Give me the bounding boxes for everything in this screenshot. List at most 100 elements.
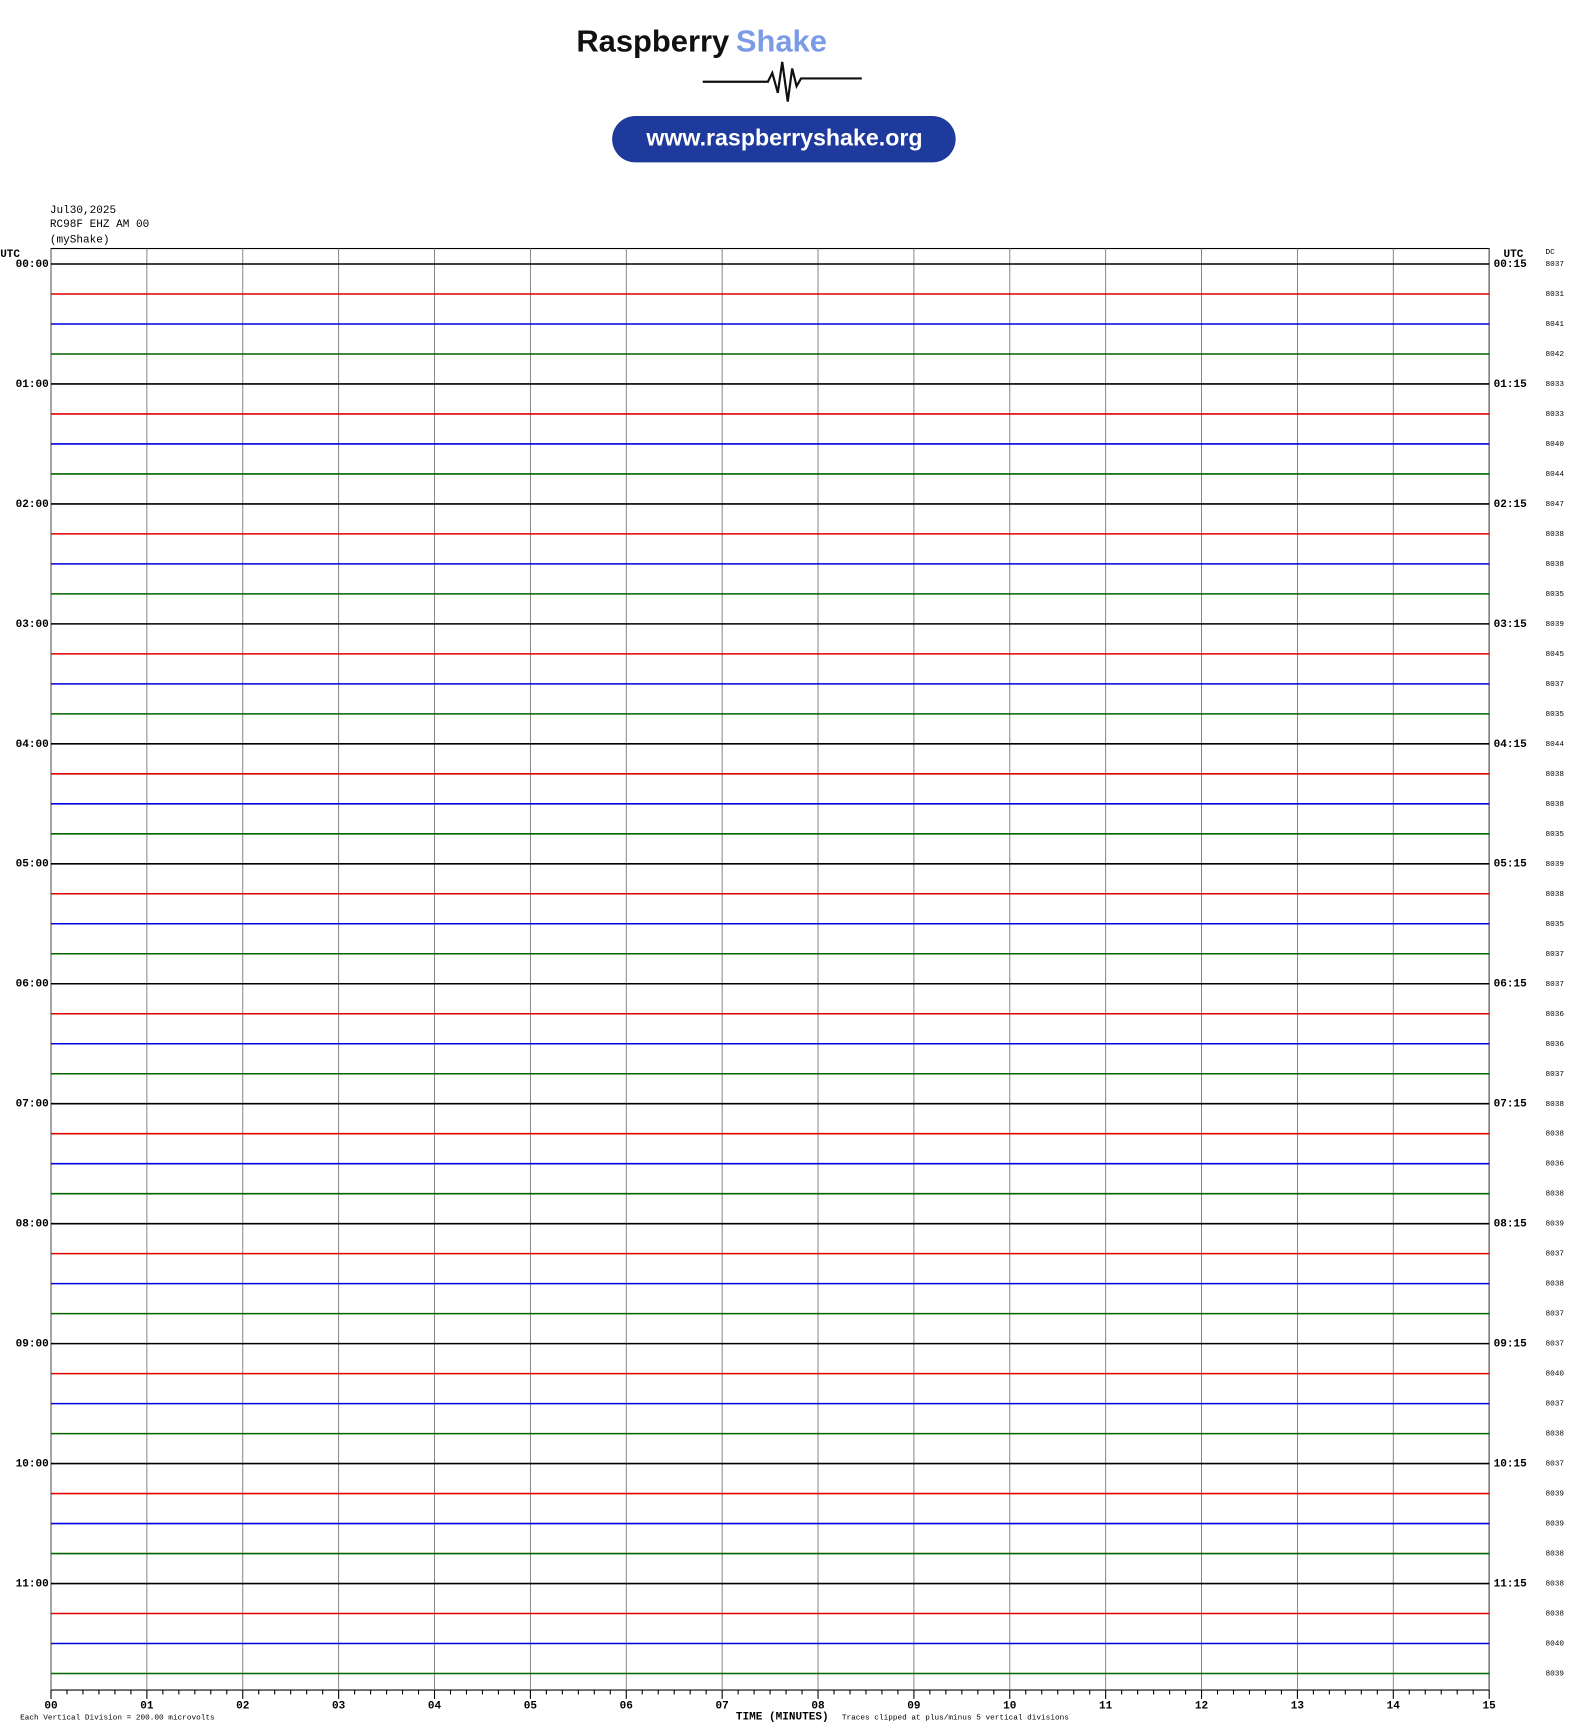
dc-label: 8037 bbox=[1546, 681, 1565, 689]
url[interactable]: www.raspberryshake.org bbox=[645, 124, 922, 150]
logo-wave bbox=[702, 61, 862, 102]
right-axis-title: UTC bbox=[1504, 249, 1524, 261]
right-time-label: 04:15 bbox=[1494, 739, 1527, 751]
dc-label: 8037 bbox=[1546, 951, 1565, 959]
dc-label: 8038 bbox=[1546, 1551, 1565, 1559]
dc-label: 8042 bbox=[1546, 351, 1565, 359]
dc-label: 8033 bbox=[1546, 381, 1565, 389]
x-tick-label: 07 bbox=[716, 1700, 729, 1712]
dc-label: 8038 bbox=[1546, 1191, 1565, 1199]
right-time-label: 03:15 bbox=[1494, 619, 1527, 631]
dc-label: 8040 bbox=[1546, 1371, 1565, 1379]
dc-label: 8036 bbox=[1546, 1011, 1565, 1019]
dc-label: 8035 bbox=[1546, 711, 1565, 719]
left-time-label: 01:00 bbox=[16, 379, 49, 391]
dc-label: 8044 bbox=[1546, 741, 1565, 749]
x-tick-label: 12 bbox=[1195, 1700, 1208, 1712]
dc-label: 8038 bbox=[1546, 1131, 1565, 1139]
x-tick-label: 13 bbox=[1291, 1700, 1305, 1712]
dc-label: 8038 bbox=[1546, 1101, 1565, 1109]
right-time-label: 00:15 bbox=[1494, 259, 1527, 271]
dc-label: 8037 bbox=[1546, 1461, 1565, 1469]
x-tick-label: 06 bbox=[620, 1700, 633, 1712]
dc-label: 8038 bbox=[1546, 1581, 1565, 1589]
dc-label: 8038 bbox=[1546, 801, 1565, 809]
right-time-label: 02:15 bbox=[1494, 499, 1527, 511]
x-tick-label: 14 bbox=[1387, 1700, 1401, 1712]
left-time-label: 06:00 bbox=[16, 979, 49, 991]
left-time-label: 10:00 bbox=[16, 1459, 49, 1471]
dc-label: 8038 bbox=[1546, 771, 1565, 779]
plot-frame bbox=[50, 247, 1490, 1691]
left-axis-title: UTC bbox=[0, 249, 20, 261]
dc-label: 8039 bbox=[1546, 1491, 1565, 1499]
clip-note: Traces clipped at plus/minus 5 vertical … bbox=[842, 1715, 1069, 1723]
x-tick-label: 03 bbox=[332, 1700, 346, 1712]
x-tick-label: 08 bbox=[811, 1700, 825, 1712]
dc-label: 8038 bbox=[1546, 1611, 1565, 1619]
right-time-label: 07:15 bbox=[1494, 1099, 1527, 1111]
dc-label: 8035 bbox=[1546, 831, 1565, 839]
dc-label: 8039 bbox=[1546, 621, 1565, 629]
brand: Raspberry bbox=[576, 23, 730, 58]
dc-label: 8036 bbox=[1546, 1161, 1565, 1169]
source: (myShake) bbox=[50, 235, 110, 247]
dc-label: 8037 bbox=[1546, 981, 1565, 989]
dc-title: DC bbox=[1546, 249, 1556, 257]
right-time-label: 11:15 bbox=[1494, 1578, 1527, 1590]
left-time-label: 09:00 bbox=[16, 1339, 49, 1351]
x-tick-label: 02 bbox=[236, 1700, 249, 1712]
right-time-label: 10:15 bbox=[1494, 1459, 1527, 1471]
dc-label: 8039 bbox=[1546, 861, 1565, 869]
x-tick-label: 15 bbox=[1483, 1700, 1497, 1712]
left-time-label: 08:00 bbox=[16, 1219, 49, 1231]
left-time-label: 03:00 bbox=[16, 619, 49, 631]
station: RC98F EHZ AM 00 bbox=[50, 219, 149, 231]
dc-label: 8044 bbox=[1546, 471, 1565, 479]
dc-label: 8036 bbox=[1546, 1041, 1565, 1049]
left-time-label: 11:00 bbox=[16, 1578, 49, 1590]
dc-label: 8038 bbox=[1546, 1281, 1565, 1289]
dc-label: 8045 bbox=[1546, 651, 1565, 659]
dc-label: 8038 bbox=[1546, 1431, 1565, 1439]
brand-accent: Shake bbox=[736, 23, 827, 58]
dc-label: 8037 bbox=[1546, 1401, 1565, 1409]
left-time-label: 00:00 bbox=[16, 259, 49, 271]
dc-label: 8038 bbox=[1546, 891, 1565, 899]
dc-label: 8039 bbox=[1546, 1221, 1565, 1229]
dc-label: 8038 bbox=[1546, 531, 1565, 539]
dc-label: 8031 bbox=[1546, 291, 1565, 299]
dc-label: 8047 bbox=[1546, 501, 1565, 509]
x-axis-label: TIME (MINUTES) bbox=[736, 1711, 829, 1723]
left-time-label: 07:00 bbox=[16, 1099, 49, 1111]
dc-label: 8035 bbox=[1546, 921, 1565, 929]
dc-label: 8035 bbox=[1546, 591, 1565, 599]
date: Jul30,2025 bbox=[50, 205, 116, 217]
right-time-label: 01:15 bbox=[1494, 379, 1527, 391]
x-tick-label: 09 bbox=[907, 1700, 920, 1712]
right-time-label: 05:15 bbox=[1494, 859, 1527, 871]
x-tick-label: 05 bbox=[524, 1700, 538, 1712]
dc-label: 8038 bbox=[1546, 561, 1565, 569]
url-button[interactable] bbox=[612, 115, 956, 163]
left-time-label: 05:00 bbox=[16, 859, 49, 871]
right-time-label: 08:15 bbox=[1494, 1219, 1527, 1231]
dc-label: 8039 bbox=[1546, 1671, 1565, 1679]
left-time-label: 02:00 bbox=[16, 499, 49, 511]
dc-label: 8033 bbox=[1546, 411, 1565, 419]
x-tick-label: 10 bbox=[1003, 1700, 1016, 1712]
dc-label: 8037 bbox=[1546, 1071, 1565, 1079]
scale-note: Each Vertical Division = 200.00 microvol… bbox=[20, 1715, 215, 1723]
dc-label: 8037 bbox=[1546, 1251, 1565, 1259]
x-tick-label: 00 bbox=[44, 1700, 57, 1712]
right-time-label: 09:15 bbox=[1494, 1339, 1527, 1351]
x-tick-label: 04 bbox=[428, 1700, 442, 1712]
dc-label: 8039 bbox=[1546, 1521, 1565, 1529]
left-time-label: 04:00 bbox=[16, 739, 49, 751]
dc-label: 8037 bbox=[1546, 1311, 1565, 1319]
dc-label: 8037 bbox=[1546, 1341, 1565, 1349]
x-tick-label: 01 bbox=[140, 1700, 154, 1712]
dc-label: 8037 bbox=[1546, 261, 1565, 269]
right-time-label: 06:15 bbox=[1494, 979, 1527, 991]
